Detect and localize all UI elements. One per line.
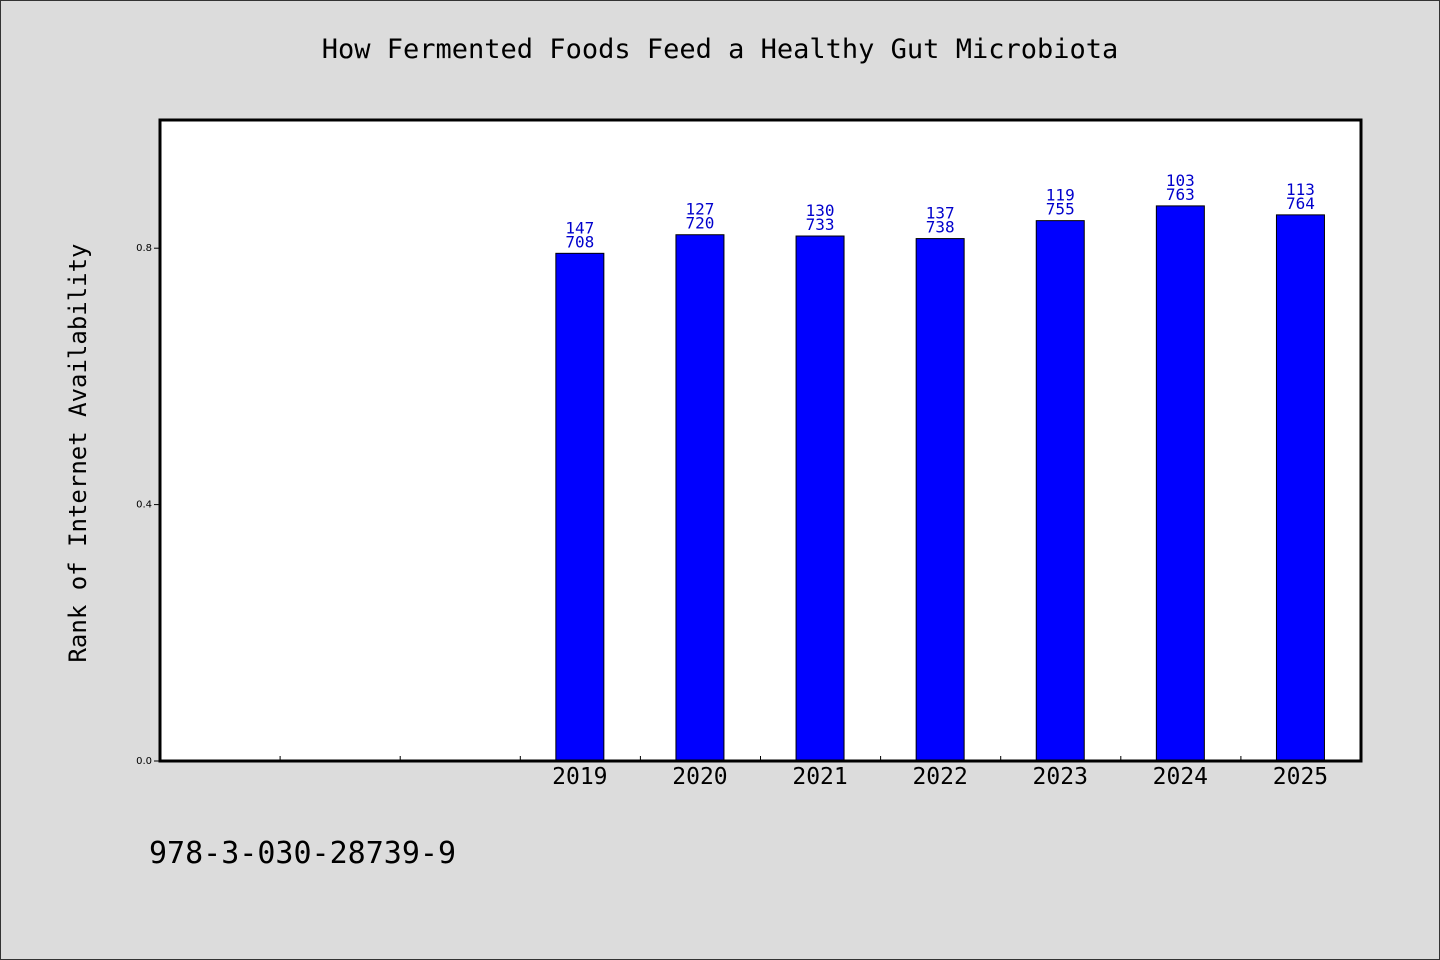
chart-title: How Fermented Foods Feed a Healthy Gut M… <box>321 34 1119 65</box>
bar <box>1035 220 1085 762</box>
isbn-text: 978-3-030-28739-9 <box>149 836 457 871</box>
data-label-top: 103 <box>1166 171 1195 190</box>
x-tick-label: 2022 <box>912 764 967 790</box>
x-tick-label: 2021 <box>792 764 847 790</box>
plot-frame <box>158 118 1363 763</box>
data-label-top: 113 <box>1286 180 1315 199</box>
data-label-bottom: 738 <box>926 218 955 237</box>
bar <box>555 252 605 762</box>
y-tick-label: 0.0 <box>136 756 152 767</box>
x-tick-label: 2024 <box>1153 764 1208 790</box>
x-tick-label: 2020 <box>672 764 727 790</box>
data-label-bottom: 763 <box>1166 185 1195 204</box>
x-tick-label: 2023 <box>1033 764 1088 790</box>
x-tick-label: 2025 <box>1273 764 1328 790</box>
y-tick-label: 0.4 <box>136 500 152 511</box>
x-tick-label: 2019 <box>552 764 607 790</box>
y-tick-label: 0.8 <box>136 243 152 254</box>
bar <box>1275 214 1325 762</box>
data-label-top: 147 <box>565 218 594 237</box>
data-label-bottom: 708 <box>565 232 594 251</box>
data-label-top: 127 <box>685 200 714 219</box>
bar <box>795 235 845 762</box>
data-label-top: 119 <box>1046 186 1075 205</box>
data-label-bottom: 764 <box>1286 194 1315 213</box>
bar <box>915 238 965 762</box>
data-label-bottom: 755 <box>1046 200 1075 219</box>
data-label-bottom: 720 <box>685 214 714 233</box>
bar <box>1155 205 1205 762</box>
data-label-top: 130 <box>806 201 835 220</box>
data-label-top: 137 <box>926 204 955 223</box>
bar <box>675 234 725 762</box>
data-label-bottom: 733 <box>806 215 835 234</box>
